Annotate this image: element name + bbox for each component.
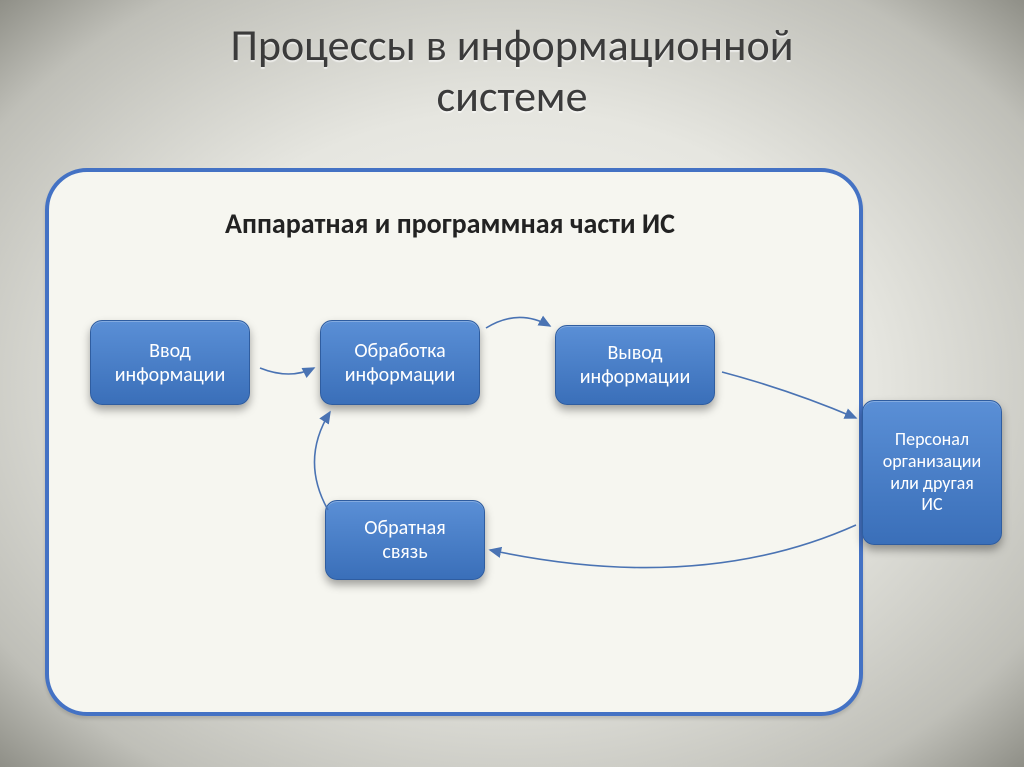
slide: Процессы в информационнойсистеме Аппарат… xyxy=(0,0,1024,767)
node-output: Выводинформации xyxy=(555,325,715,405)
node-input: Вводинформации xyxy=(90,320,250,405)
subtitle: Аппаратная и программная части ИС xyxy=(130,206,770,241)
system-container xyxy=(45,168,863,716)
node-external: Персоналорганизацииили другаяИС xyxy=(862,400,1002,545)
node-feedback: Обратнаясвязь xyxy=(325,500,485,580)
node-process: Обработкаинформации xyxy=(320,320,480,405)
slide-title: Процессы в информационнойсистеме xyxy=(0,20,1024,121)
